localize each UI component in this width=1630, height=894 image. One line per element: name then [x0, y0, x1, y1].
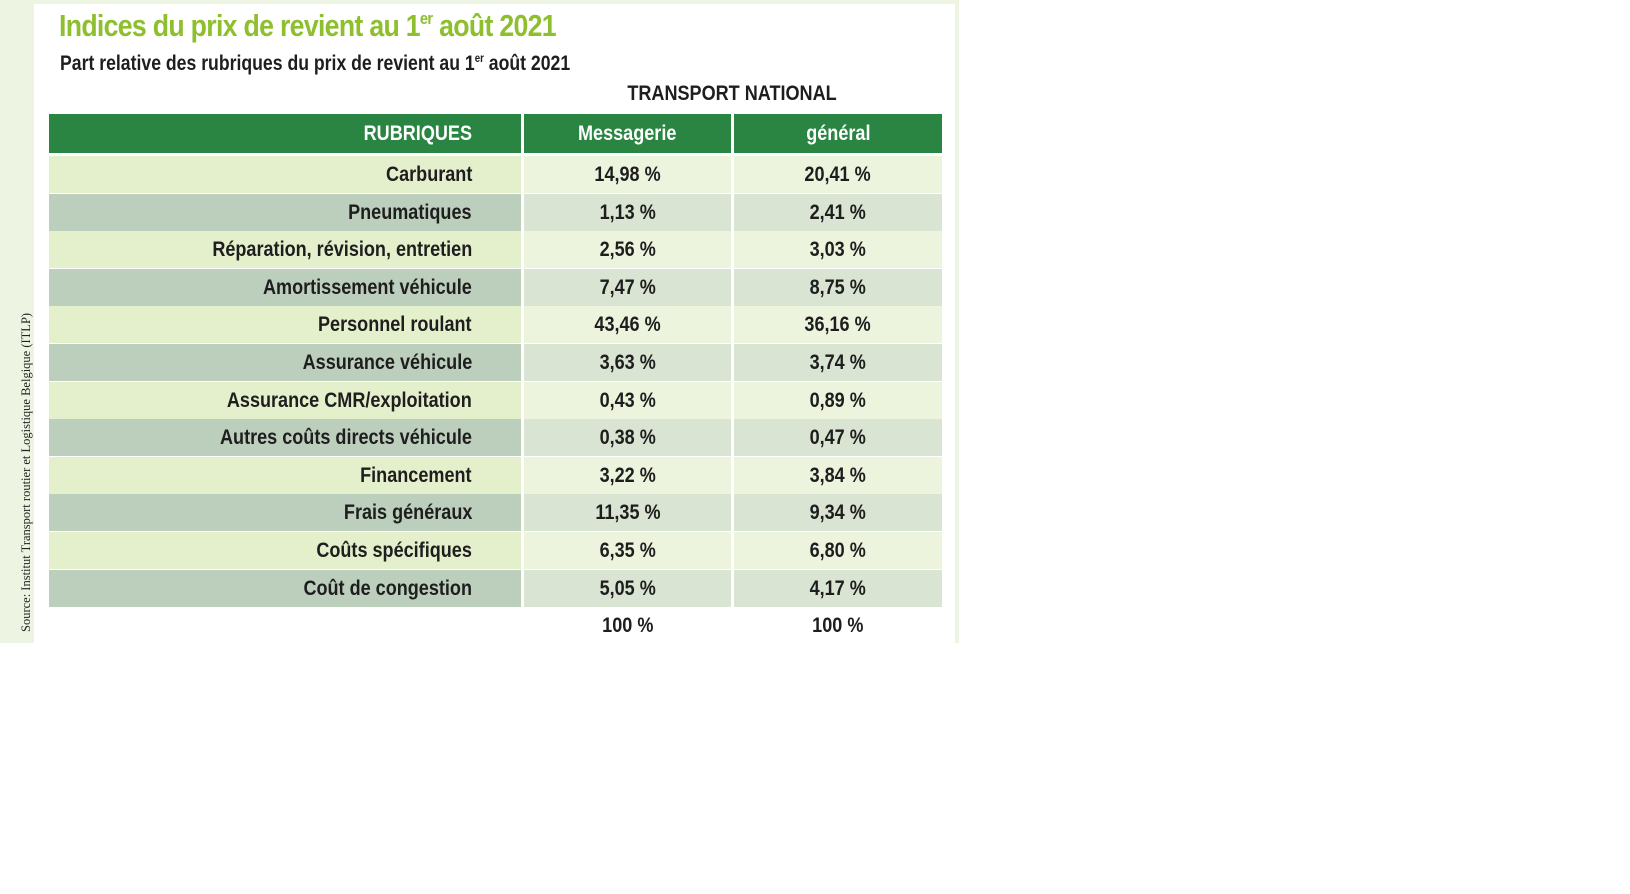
general-value: 6,80 %: [734, 532, 942, 569]
source-credit: Source: Institut Transport routier et Lo…: [19, 312, 33, 632]
row-label: Autres coûts directs véhicule: [49, 419, 521, 456]
row-label: Frais généraux: [49, 494, 521, 531]
general-value: 0,47 %: [734, 419, 942, 456]
general-value: 3,84 %: [734, 457, 942, 494]
messagerie-value: 5,05 %: [524, 570, 731, 607]
column-header-general: général: [734, 114, 942, 153]
messagerie-value: 2,56 %: [524, 231, 731, 268]
row-label: Coût de congestion: [49, 570, 521, 607]
row-label: Réparation, révision, entretien: [49, 231, 521, 268]
row-label: Carburant: [49, 156, 521, 193]
row-label: Financement: [49, 457, 521, 494]
messagerie-value: 6,35 %: [524, 532, 731, 569]
messagerie-value: 3,63 %: [524, 344, 731, 381]
general-value: 3,03 %: [734, 231, 942, 268]
column-header-messagerie: Messagerie: [524, 114, 731, 153]
row-label: Assurance CMR/exploitation: [49, 382, 521, 419]
row-label: Assurance véhicule: [49, 344, 521, 381]
messagerie-value: 7,47 %: [524, 269, 731, 306]
infographic-panel: Source: Institut Transport routier et Lo…: [0, 0, 962, 643]
messagerie-value: 11,35 %: [524, 494, 731, 531]
general-value: 3,74 %: [734, 344, 942, 381]
side-strip: [0, 0, 34, 643]
messagerie-value: 3,22 %: [524, 457, 731, 494]
row-label: Coûts spécifiques: [49, 532, 521, 569]
row-label: Pneumatiques: [49, 194, 521, 231]
page-subtitle: Part relative des rubriques du prix de r…: [60, 52, 571, 75]
general-value: 8,75 %: [734, 269, 942, 306]
general-value: 0,89 %: [734, 382, 942, 419]
messagerie-value: 0,43 %: [524, 382, 731, 419]
messagerie-value: 1,13 %: [524, 194, 731, 231]
total-general: 100 %: [812, 613, 864, 637]
general-value: 9,34 %: [734, 494, 942, 531]
right-strip: [955, 0, 959, 643]
row-label: Amortissement véhicule: [49, 269, 521, 306]
general-value: 36,16 %: [734, 306, 942, 343]
row-label: Personnel roulant: [49, 306, 521, 343]
general-value: 2,41 %: [734, 194, 942, 231]
top-strip: [34, 0, 959, 4]
messagerie-value: 0,38 %: [524, 419, 731, 456]
messagerie-value: 14,98 %: [524, 156, 731, 193]
messagerie-value: 43,46 %: [524, 306, 731, 343]
general-value: 20,41 %: [734, 156, 942, 193]
general-value: 4,17 %: [734, 570, 942, 607]
column-header-rubriques: RUBRIQUES: [49, 114, 521, 153]
page-title: Indices du prix de revient au 1er août 2…: [59, 8, 557, 43]
total-messagerie: 100 %: [601, 613, 654, 637]
